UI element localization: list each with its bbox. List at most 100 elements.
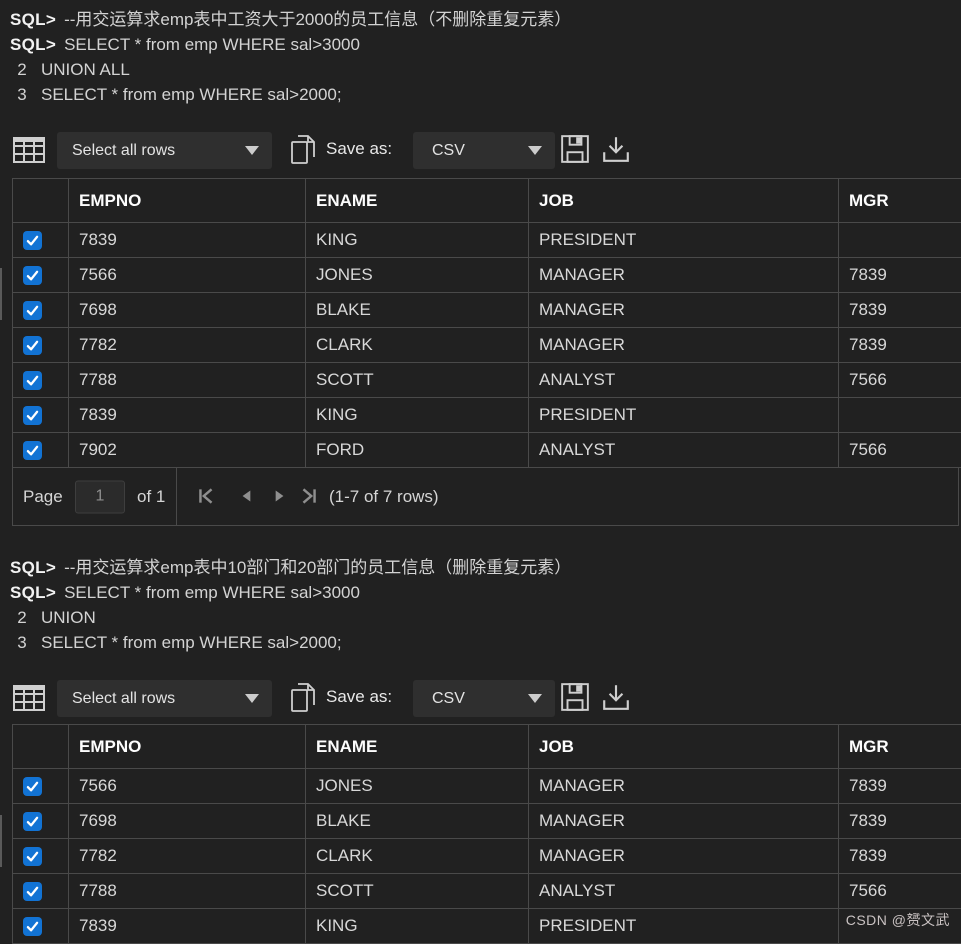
sql-output-block-1: SQL>--用交运算求emp表中工资大于2000的员工信息（不删除重复元素） S… xyxy=(10,7,571,107)
row-checkbox-cell xyxy=(13,398,69,433)
row-checkbox-cell xyxy=(13,293,69,328)
column-header-empno: EMPNO xyxy=(69,725,306,769)
chevron-down-icon xyxy=(245,694,259,703)
column-header-mgr: MGR xyxy=(839,725,961,769)
table-cell: KING xyxy=(306,398,529,433)
last-page-icon[interactable] xyxy=(299,486,321,508)
scroll-indicator xyxy=(0,815,2,867)
rows-range-text: (1-7 of 7 rows) xyxy=(329,487,439,507)
row-selector-dropdown[interactable]: Select all rows xyxy=(57,680,272,717)
pagination-bar: Page of 1 (1-7 of 7 rows) xyxy=(12,467,959,526)
next-page-icon[interactable] xyxy=(269,486,291,508)
row-selector-dropdown[interactable]: Select all rows xyxy=(57,132,272,169)
page-label: Page xyxy=(23,487,63,507)
row-checkbox[interactable] xyxy=(23,301,42,320)
sql-line: SQL>--用交运算求emp表中10部门和20部门的员工信息（删除重复元素） xyxy=(10,555,571,580)
row-checkbox[interactable] xyxy=(23,336,42,355)
download-icon[interactable] xyxy=(601,133,631,170)
table-cell: MANAGER xyxy=(529,839,839,874)
sql-line-number: 3 xyxy=(10,630,34,655)
column-header-mgr: MGR xyxy=(839,179,961,223)
header-row: EMPNO ENAME JOB MGR xyxy=(13,179,961,223)
table-cell: JONES xyxy=(306,258,529,293)
table-cell: 7782 xyxy=(69,839,306,874)
download-icon[interactable] xyxy=(601,681,631,718)
save-icon[interactable] xyxy=(560,681,590,718)
results-toolbar-1: Select all rows Save as: CSV xyxy=(0,130,961,172)
table-cell: 7839 xyxy=(839,293,961,328)
chevron-down-icon xyxy=(245,146,259,155)
copy-icon[interactable] xyxy=(288,132,318,173)
checkbox-column-header xyxy=(13,179,69,223)
sql-line: SQL> SELECT * from emp WHERE sal>3000 xyxy=(10,580,571,605)
save-icon[interactable] xyxy=(560,133,590,170)
page-of-label: of 1 xyxy=(137,487,165,507)
sql-statement-text: SELECT * from emp WHERE sal>3000 xyxy=(64,583,360,602)
table-cell: 7566 xyxy=(69,258,306,293)
table-cell: SCOTT xyxy=(306,874,529,909)
row-checkbox[interactable] xyxy=(23,917,42,936)
row-checkbox[interactable] xyxy=(23,812,42,831)
table-cell: 7839 xyxy=(839,804,961,839)
sql-prompt: SQL> xyxy=(10,583,56,602)
pager-divider xyxy=(176,468,177,525)
row-checkbox[interactable] xyxy=(23,847,42,866)
chevron-down-icon xyxy=(528,146,542,155)
sql-prompt: SQL> xyxy=(10,10,56,29)
previous-page-icon[interactable] xyxy=(237,486,259,508)
row-checkbox-cell xyxy=(13,433,69,468)
table-cell xyxy=(839,398,961,433)
row-checkbox-cell xyxy=(13,223,69,258)
row-checkbox[interactable] xyxy=(23,777,42,796)
row-checkbox[interactable] xyxy=(23,231,42,250)
table-cell: BLAKE xyxy=(306,804,529,839)
sql-prompt: SQL> xyxy=(10,558,56,577)
first-page-icon[interactable] xyxy=(196,486,218,508)
save-format-value: CSV xyxy=(413,690,528,708)
row-checkbox[interactable] xyxy=(23,266,42,285)
column-header-ename: ENAME xyxy=(306,179,529,223)
sql-line-number: 2 xyxy=(10,57,34,82)
page-number-input[interactable] xyxy=(75,480,125,513)
save-as-label: Save as: xyxy=(326,687,392,707)
sql-statement-text: SELECT * from emp WHERE sal>3000 xyxy=(64,35,360,54)
save-as-label: Save as: xyxy=(326,139,392,159)
copy-icon[interactable] xyxy=(288,680,318,721)
column-header-ename: ENAME xyxy=(306,725,529,769)
sql-line-number: 3 xyxy=(10,82,34,107)
table-cell: 7839 xyxy=(69,223,306,258)
results-toolbar-2: Select all rows Save as: CSV xyxy=(0,678,961,720)
save-format-dropdown[interactable]: CSV xyxy=(413,132,555,169)
table-cell: 7839 xyxy=(839,769,961,804)
table-cell: CLARK xyxy=(306,839,529,874)
watermark: CSDN @赟文武 xyxy=(846,910,950,930)
row-checkbox-cell xyxy=(13,328,69,363)
row-checkbox[interactable] xyxy=(23,371,42,390)
table-cell: 7782 xyxy=(69,328,306,363)
sql-line: SQL>--用交运算求emp表中工资大于2000的员工信息（不删除重复元素） xyxy=(10,7,571,32)
table-cell: BLAKE xyxy=(306,293,529,328)
grid-icon xyxy=(12,683,46,718)
row-checkbox[interactable] xyxy=(23,882,42,901)
table-cell: FORD xyxy=(306,433,529,468)
table-cell: PRESIDENT xyxy=(529,398,839,433)
table-cell: 7698 xyxy=(69,804,306,839)
column-header-empno: EMPNO xyxy=(69,179,306,223)
row-checkbox[interactable] xyxy=(23,406,42,425)
row-checkbox-cell xyxy=(13,804,69,839)
save-format-dropdown[interactable]: CSV xyxy=(413,680,555,717)
row-selector-value: Select all rows xyxy=(57,142,245,160)
row-checkbox-cell xyxy=(13,874,69,909)
table-cell: MANAGER xyxy=(529,258,839,293)
row-checkbox[interactable] xyxy=(23,441,42,460)
